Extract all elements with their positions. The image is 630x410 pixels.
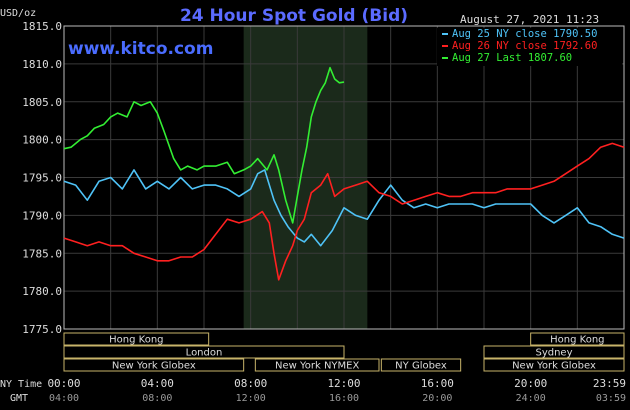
session-box (63, 358, 245, 372)
market-sessions: Hong Kong London New York Globex New York N… (63, 332, 625, 372)
gmt-tick: 08:00 (142, 393, 172, 404)
y-tick-label: 1775.0 (22, 323, 62, 336)
session-box (380, 358, 462, 372)
series-lines (63, 66, 625, 281)
session-box (530, 332, 625, 346)
ny-time-tick: 23:59 (593, 377, 626, 390)
ny-time-axis-title: NY Time (0, 379, 42, 390)
y-tick-label: 1810.0 (22, 58, 62, 71)
gmt-tick: 04:00 (49, 393, 79, 404)
legend-box (437, 28, 622, 66)
session-box (483, 345, 625, 359)
session-label: Hong Kong (109, 335, 163, 346)
y-tick-label: 1785.0 (22, 247, 62, 260)
session-label: New York Globex (512, 361, 596, 372)
y-tick-label: 1815.0 (22, 20, 62, 33)
y-tick-labels: 1815.0 1810.0 1805.0 1800.0 1795.0 1790.0 1785… (22, 20, 62, 336)
y-tick-label: 1780.0 (22, 285, 62, 298)
gmt-tick: 12:00 (236, 393, 266, 404)
chart-title: 24 Hour Spot Gold (Bid) (180, 6, 408, 26)
legend-entry: Aug 27 Last 1807.60 (452, 52, 572, 64)
session-label: New York Globex (112, 361, 196, 372)
ny-time-tick: 00:00 (47, 377, 80, 390)
y-tick-label: 1790.0 (22, 209, 62, 222)
timestamp: August 27, 2021 11:23 (460, 13, 599, 26)
y-tick-label: 1795.0 (22, 172, 62, 185)
legend-entry: Aug 25 NY close 1790.50 (452, 28, 597, 40)
series-line-2 (63, 142, 625, 281)
session-label: Hong Kong (550, 335, 604, 346)
y-unit-label: USD/oz (0, 8, 36, 19)
session-box (63, 345, 345, 359)
series-line-1 (63, 169, 625, 247)
session-label: London (186, 348, 223, 359)
x-axis-labels: NY Time GMT 00:00 04:00 08:00 12:00 16:00 20:00… (0, 377, 626, 404)
gmt-axis-title: GMT (10, 393, 28, 404)
gmt-tick: 24:00 (516, 393, 546, 404)
ny-time-tick: 12:00 (327, 377, 360, 390)
session-label: Sydney (535, 348, 572, 359)
session-box (254, 358, 380, 372)
series-line-3 (63, 66, 345, 224)
ny-time-tick: 04:00 (141, 377, 174, 390)
session-label: New York NYMEX (275, 361, 360, 372)
session-box (63, 332, 210, 346)
session-box (483, 358, 625, 372)
y-tick-label: 1805.0 (22, 96, 62, 109)
ny-time-tick: 16:00 (421, 377, 454, 390)
watermark-url: www.kitco.com (68, 39, 213, 59)
plot-frame (63, 25, 625, 330)
grid (63, 25, 625, 330)
y-tick-label: 1800.0 (22, 134, 62, 147)
ny-time-tick: 08:00 (234, 377, 267, 390)
ny-time-tick: 20:00 (514, 377, 547, 390)
gmt-tick: 03:59 (596, 393, 626, 404)
gmt-tick: 20:00 (422, 393, 452, 404)
legend-entry: Aug 26 NY close 1792.60 (452, 40, 597, 52)
session-label: NY Globex (395, 361, 447, 372)
gmt-tick: 16:00 (329, 393, 359, 404)
